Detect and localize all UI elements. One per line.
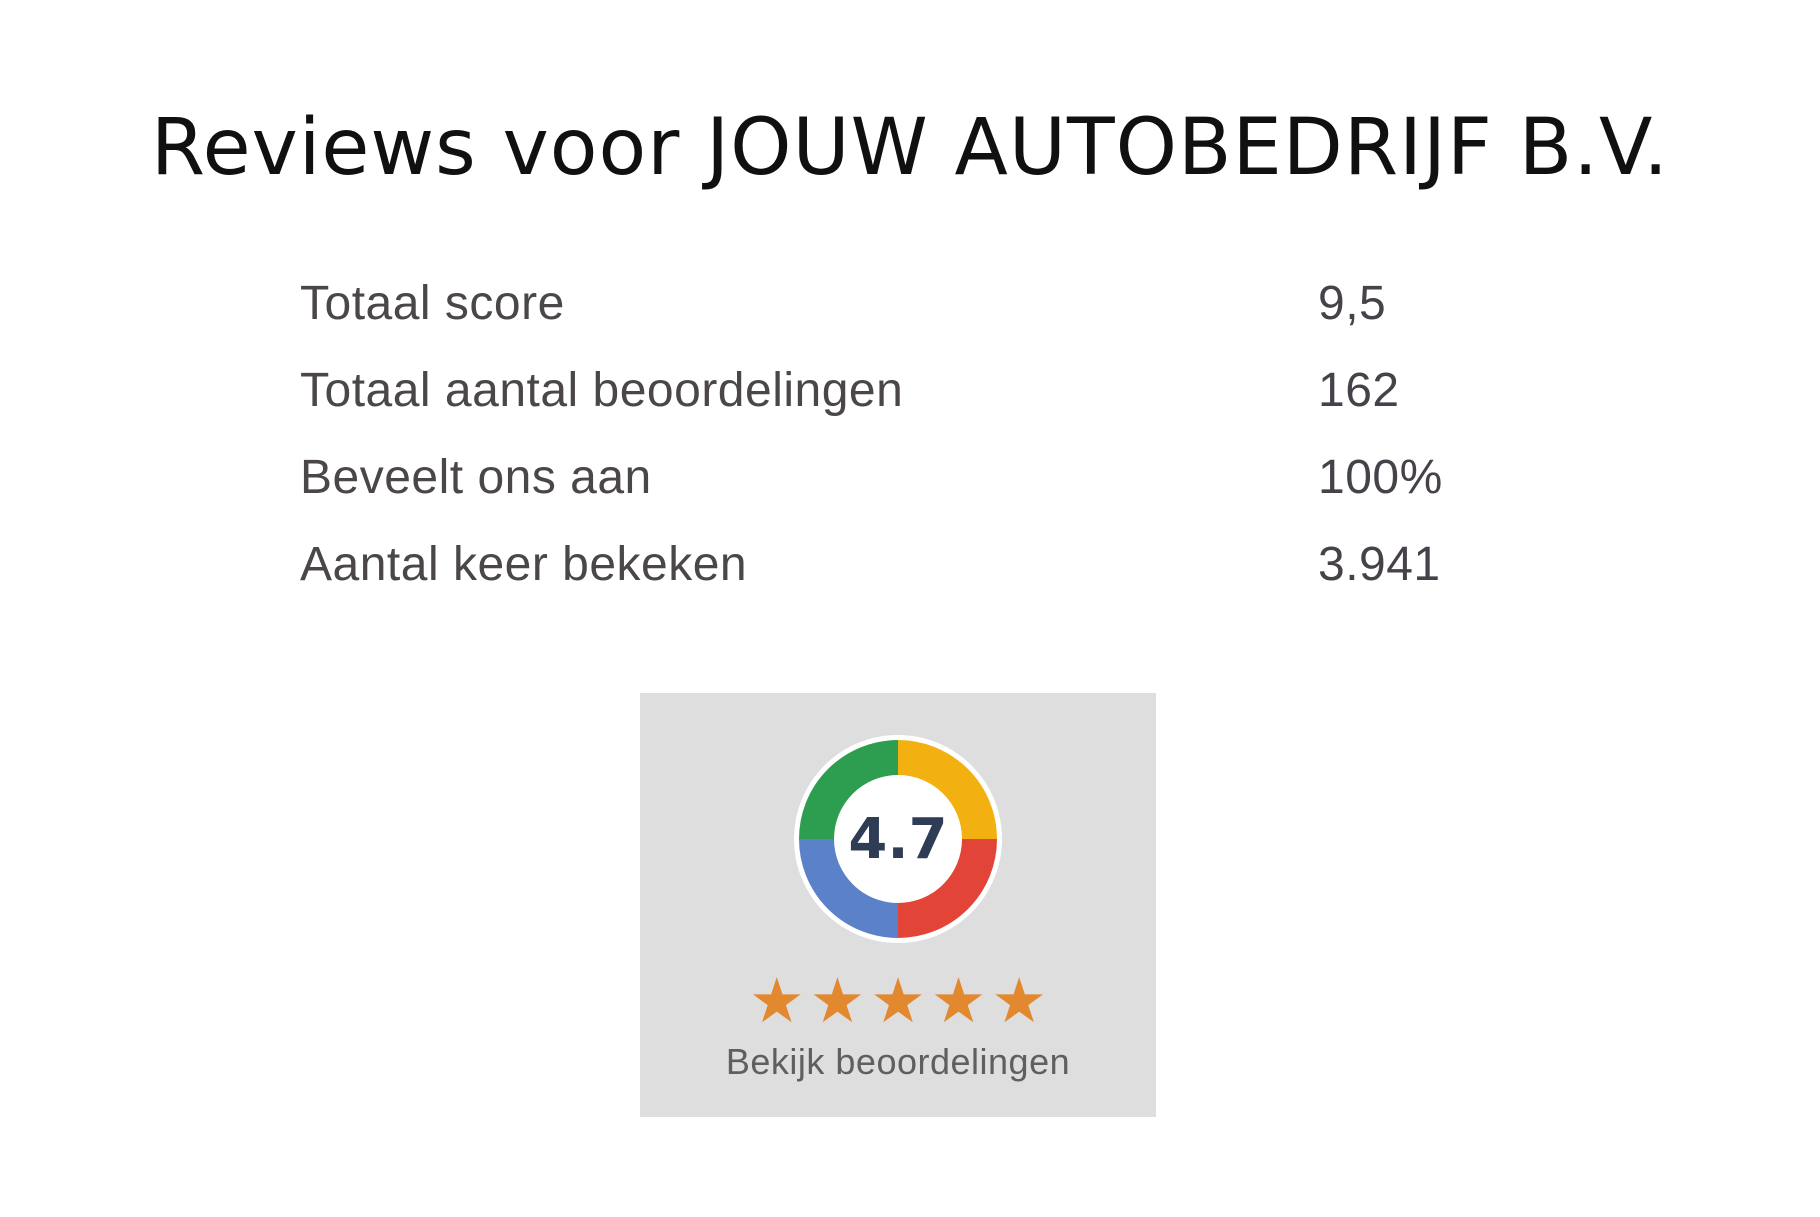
stat-row-views: Aantal keer bekeken 3.941: [300, 521, 1443, 608]
view-reviews-link[interactable]: Bekijk beoordelingen: [725, 1041, 1071, 1082]
stat-value: 100%: [1318, 451, 1443, 504]
stat-row-recommends: Beveelt ons aan 100%: [300, 434, 1443, 521]
stat-row-total-score: Totaal score 9,5: [300, 260, 1443, 347]
stat-value: 162: [1318, 364, 1400, 417]
page-title: Reviews voor JOUW AUTOBEDRIJF B.V.: [150, 103, 1670, 193]
stat-label: Totaal aantal beoordelingen: [300, 364, 904, 417]
stats-table: Totaal score 9,5 Totaal aantal beoordeli…: [300, 260, 1443, 608]
stat-label: Beveelt ons aan: [300, 451, 652, 504]
stat-label: Totaal score: [300, 277, 565, 330]
rating-ring-icon: 4.7: [794, 735, 1002, 943]
stat-row-total-reviews: Totaal aantal beoordelingen 162: [300, 347, 1443, 434]
stat-label: Aantal keer bekeken: [300, 538, 748, 591]
review-badge-card[interactable]: 4.7 ★★★★★ Bekijk beoordelingen: [640, 693, 1156, 1117]
stat-value: 3.941: [1318, 538, 1441, 591]
rating-ring-center: 4.7: [834, 775, 962, 903]
star-rating-icons: ★★★★★: [749, 967, 1052, 1036]
rating-value: 4.7: [848, 806, 948, 872]
stat-value: 9,5: [1318, 277, 1387, 330]
